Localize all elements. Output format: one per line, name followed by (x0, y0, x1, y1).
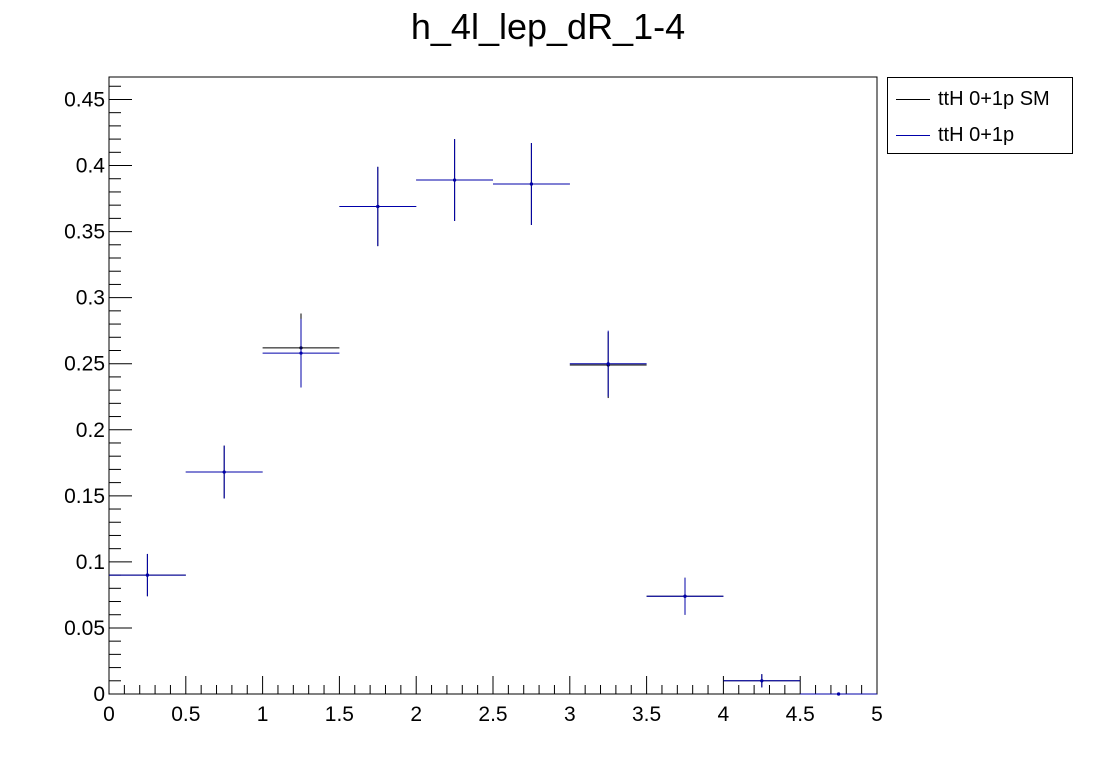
data-point (376, 204, 380, 209)
legend-label-sm: ttH 0+1p SM (938, 87, 1050, 110)
y-tick-label: 0.2 (76, 419, 105, 442)
y-tick-label: 0.05 (64, 617, 105, 640)
y-tick-label: 0.4 (76, 155, 106, 178)
x-tick-label: 4.5 (786, 703, 815, 726)
data-point (299, 351, 303, 355)
y-tick-label: 0 (93, 683, 105, 706)
legend-label-bsm: ttH 0+1p (938, 123, 1015, 146)
y-tick-label: 0.35 (64, 221, 105, 244)
x-tick-label: 2.5 (478, 703, 507, 726)
series-layer (109, 139, 877, 696)
legend: ttH 0+1p SM ttH 0+1p (887, 77, 1073, 154)
legend-entry-sm: ttH 0+1p SM (896, 84, 1050, 114)
axes: 0 0.5 1 1.5 2 2.5 3 3.5 4 4.5 5 0 0.05 0.1 0.15 0.2 0.25… (64, 76, 883, 726)
legend-swatch-sm (896, 98, 930, 100)
plot-frame (108, 76, 878, 695)
legend-swatch-bsm (896, 134, 930, 136)
data-point (529, 182, 534, 186)
x-tick-label: 5 (871, 703, 883, 726)
series-1 (109, 139, 877, 696)
x-tick-label: 1.5 (325, 703, 354, 726)
data-point (837, 692, 841, 696)
data-point (683, 594, 687, 598)
y-tick-label: 0.45 (64, 88, 105, 111)
x-tick-label: 0.5 (171, 703, 200, 726)
x-tick-label: 0 (103, 703, 115, 726)
x-tick-label: 4 (718, 703, 730, 726)
data-point (222, 470, 226, 474)
data-point (145, 573, 149, 577)
x-tick-label: 3.5 (632, 703, 661, 726)
y-tick-label: 0.25 (64, 353, 105, 376)
data-point (453, 178, 457, 182)
x-tick-label: 2 (410, 703, 422, 726)
data-point (606, 362, 610, 366)
data-point (760, 679, 764, 683)
y-tick-label: 0.15 (64, 485, 105, 508)
x-tick-label: 3 (564, 703, 576, 726)
chart-title: h_4l_lep_dR_1-4 (410, 6, 686, 47)
legend-entry-bsm: ttH 0+1p (896, 120, 1014, 150)
y-tick-label: 0.1 (76, 551, 105, 574)
y-tick-label: 0.3 (76, 287, 105, 310)
x-tick-label: 1 (257, 703, 269, 726)
series-0 (109, 139, 877, 696)
